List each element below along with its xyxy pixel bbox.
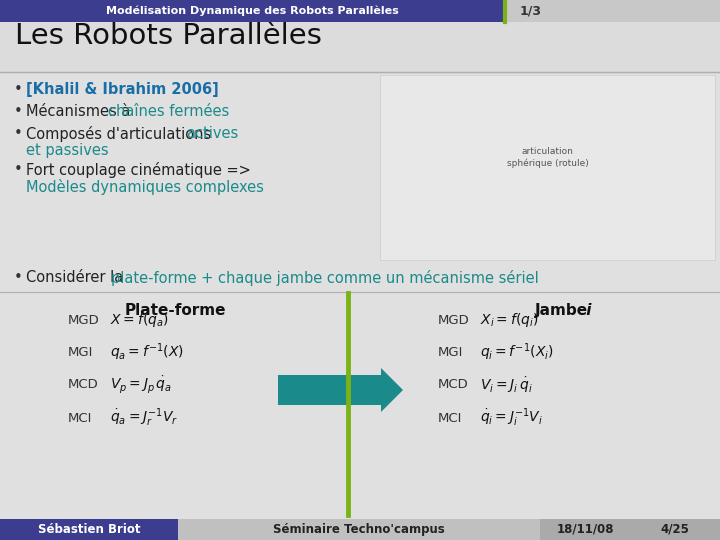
Text: •: • [14,82,23,97]
Text: Considérer la: Considérer la [26,270,128,285]
Bar [0,519,178,540]
Text: MGI: MGI [68,346,94,359]
Text: •: • [14,270,23,285]
Text: $X = f\left(q_a\right)$: $X = f\left(q_a\right)$ [110,311,168,329]
Text: 18/11/08: 18/11/08 [557,523,613,536]
Text: $V_i = J_i\,\dot{q}_i$: $V_i = J_i\,\dot{q}_i$ [480,375,533,395]
Text: MGI: MGI [438,346,464,359]
Text: •: • [14,104,23,119]
Text: MGD: MGD [68,314,100,327]
Bar [178,519,540,540]
Text: $X_i = f\left(q_i\right)$: $X_i = f\left(q_i\right)$ [480,311,539,329]
Text: [Khalil & Ibrahim 2006]: [Khalil & Ibrahim 2006] [26,82,219,97]
Text: •: • [14,162,23,177]
Text: $q_a = f^{-1}\left(X\right)$: $q_a = f^{-1}\left(X\right)$ [110,341,184,363]
Bar [540,519,630,540]
Text: Sébastien Briot: Sébastien Briot [37,523,140,536]
Text: •: • [14,126,23,141]
Text: 4/25: 4/25 [660,523,690,536]
Text: Les Robots Parallèles: Les Robots Parallèles [15,22,322,50]
Text: Modèles dynamiques complexes: Modèles dynamiques complexes [26,179,264,195]
Bar [380,75,715,260]
Text: MCI: MCI [438,411,462,424]
Text: Modélisation Dynamique des Robots Parallèles: Modélisation Dynamique des Robots Parall… [106,6,398,16]
Bar [0,22,720,74]
Text: $V_p = J_p\,\dot{q}_a$: $V_p = J_p\,\dot{q}_a$ [110,375,172,395]
Bar [505,0,720,22]
Text: articulation
sphérique (rotule): articulation sphérique (rotule) [507,147,588,167]
Text: Plate-forme: Plate-forme [125,303,226,318]
Text: Jambe: Jambe [535,303,588,318]
Text: $\dot{q}_a = J_r^{-1}V_r$: $\dot{q}_a = J_r^{-1}V_r$ [110,407,178,429]
FancyArrow shape [278,368,403,412]
Text: i: i [581,303,592,318]
Text: $q_i = f^{-1}\left(X_i\right)$: $q_i = f^{-1}\left(X_i\right)$ [480,341,554,363]
Text: Séminaire Techno'campus: Séminaire Techno'campus [273,523,445,536]
Text: Mécanismes à: Mécanismes à [26,104,135,119]
Text: plate-forme + chaque jambe comme un mécanisme sériel: plate-forme + chaque jambe comme un méca… [111,270,539,286]
Text: et passives: et passives [26,143,109,158]
Text: MGD: MGD [438,314,469,327]
Text: MCD: MCD [68,379,99,392]
Text: Fort couplage cinématique =>: Fort couplage cinématique => [26,162,256,178]
Text: actives: actives [186,126,238,141]
Text: MCD: MCD [438,379,469,392]
Text: Composés d'articulations: Composés d'articulations [26,126,216,142]
Text: MCI: MCI [68,411,92,424]
Text: chaînes fermées: chaînes fermées [108,104,229,119]
Bar [0,0,505,22]
Text: $\dot{q}_i = J_i^{-1}V_i$: $\dot{q}_i = J_i^{-1}V_i$ [480,407,543,429]
Bar [630,519,720,540]
Text: 1/3: 1/3 [520,4,542,17]
